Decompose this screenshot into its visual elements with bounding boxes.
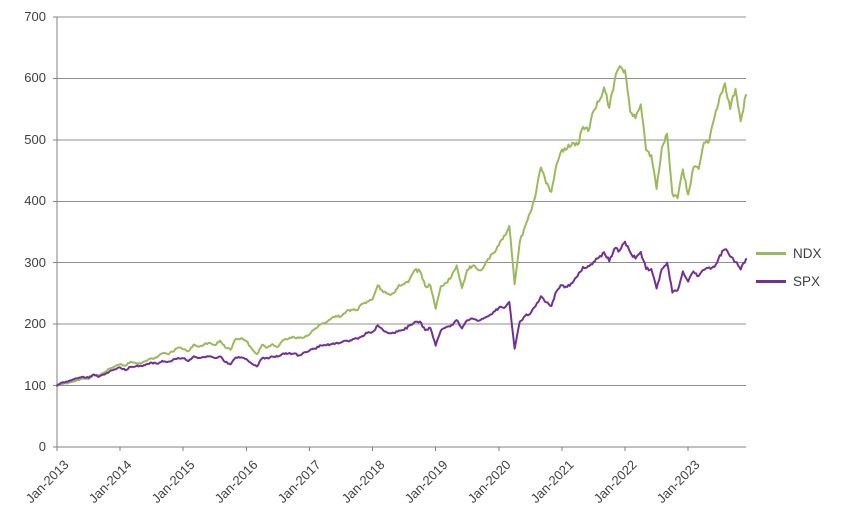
legend-label-spx: SPX [793,274,821,289]
spx-line-series [56,240,747,387]
y-axis-label-500: 500 [24,131,46,147]
legend-item-spx: SPX [756,274,820,289]
y-axis-label-0: 0 [38,439,46,454]
ndx-line-series [56,65,747,387]
y-axis-label-700: 700 [24,9,46,24]
y-axis-label-200: 200 [24,316,46,332]
legend-label-ndx: NDX [793,246,822,261]
spx-line-swatch [756,280,786,283]
y-axis-label-300: 300 [24,254,46,270]
y-axis-label-400: 400 [24,193,46,209]
y-axis-label-600: 600 [24,70,46,86]
legend-item-ndx: NDX [756,246,822,261]
y-axis-label-100: 100 [24,377,46,393]
ndx-line-swatch [756,252,786,255]
